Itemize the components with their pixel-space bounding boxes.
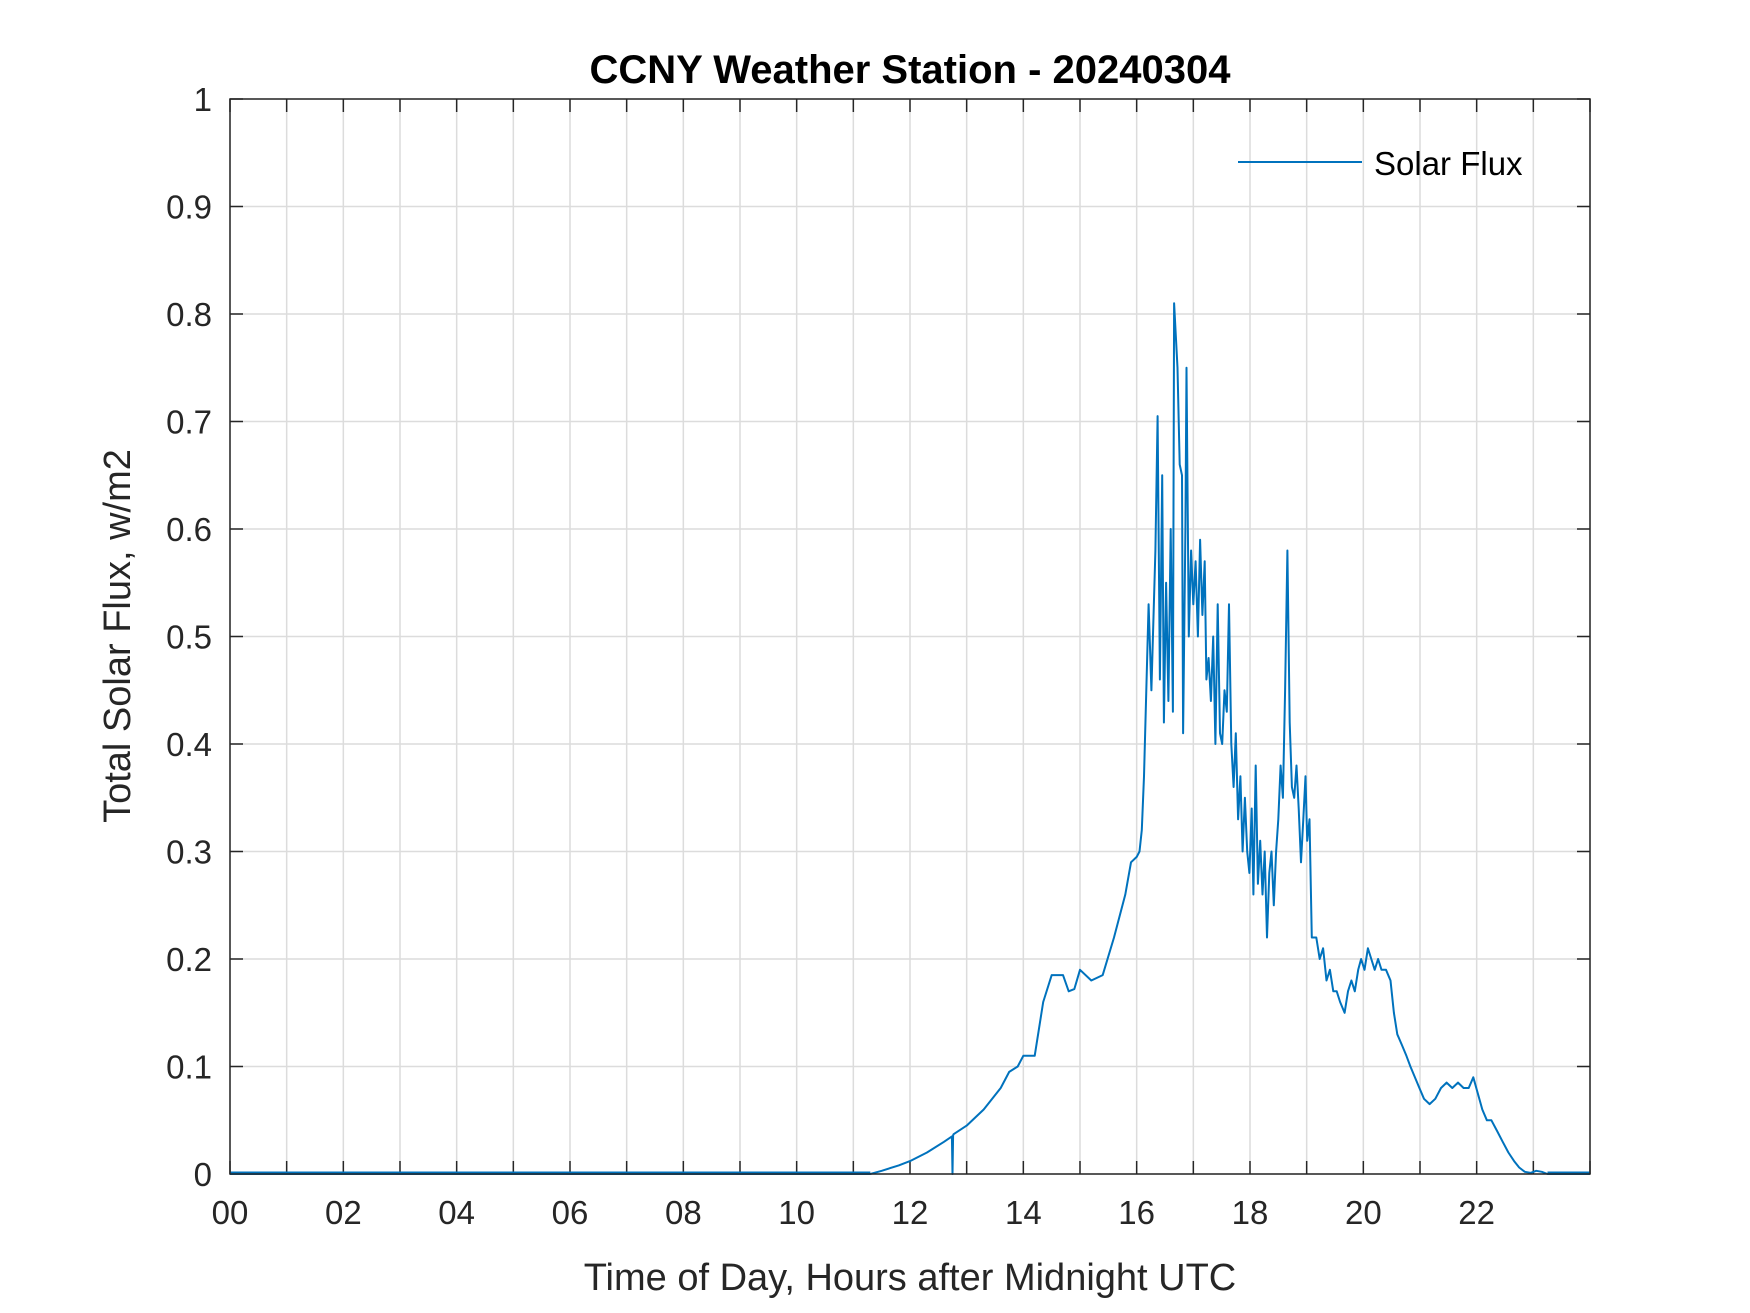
x-tick-label: 00: [212, 1194, 249, 1231]
x-tick-label: 02: [325, 1194, 362, 1231]
axes-box: [229, 98, 1591, 1175]
x-tick-label: 20: [1345, 1194, 1382, 1231]
series-layer: [230, 302, 1590, 1175]
chart-title: CCNY Weather Station - 20240304: [590, 48, 1232, 92]
y-tick-label: 0.7: [166, 404, 212, 441]
y-tick-labels: 0 0.1 0.2 0.3 0.4 0.5 0.6 0.7 0.8 0.9 1: [166, 81, 212, 1193]
y-tick-label: 0.9: [166, 189, 212, 226]
x-tick-labels: 00 02 04 06 08 10 12 14 16 18 20 22: [212, 1194, 1495, 1231]
y-tick-label: 0.5: [166, 619, 212, 656]
x-tick-label: 12: [892, 1194, 929, 1231]
x-tick-label: 10: [778, 1194, 815, 1231]
y-tick-label: 0.3: [166, 834, 212, 871]
y-tick-label: 1: [194, 81, 212, 118]
legend: Solar Flux: [1238, 145, 1523, 182]
series-line-solar-flux: [230, 302, 1590, 1175]
y-tick-label: 0.2: [166, 941, 212, 978]
x-tick-label: 14: [1005, 1194, 1042, 1231]
y-axis-label: Total Solar Flux, w/m2: [97, 449, 139, 823]
x-tick-label: 18: [1232, 1194, 1269, 1231]
y-tick-label: 0: [194, 1156, 212, 1193]
x-tick-label: 08: [665, 1194, 702, 1231]
y-tick-label: 0.4: [166, 726, 212, 763]
x-tick-label: 22: [1458, 1194, 1495, 1231]
y-tick-label: 0.6: [166, 511, 212, 548]
x-axis-label: Time of Day, Hours after Midnight UTC: [584, 1257, 1237, 1299]
y-tick-label: 0.8: [166, 296, 212, 333]
x-tick-label: 16: [1118, 1194, 1155, 1231]
y-tick-label: 0.1: [166, 1049, 212, 1086]
legend-label-solar-flux: Solar Flux: [1374, 145, 1523, 182]
x-tick-label: 04: [438, 1194, 475, 1231]
grid: [229, 98, 1591, 1175]
x-tick-label: 06: [552, 1194, 589, 1231]
